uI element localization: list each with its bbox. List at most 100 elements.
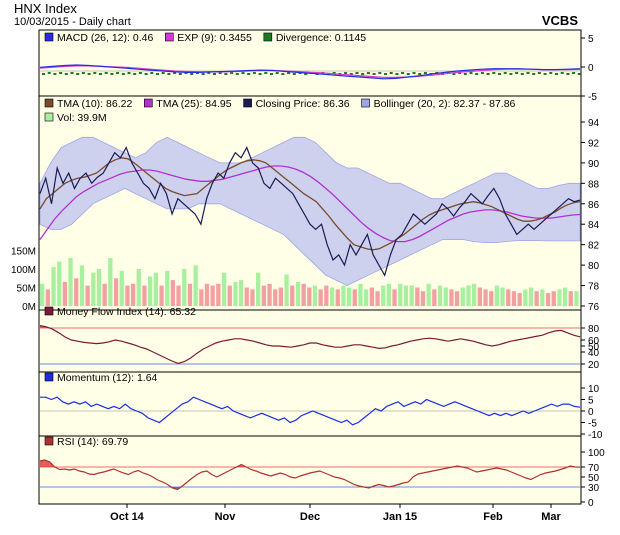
volume-tick-label: 50M — [17, 284, 36, 295]
y-tick-label: 80 — [588, 261, 600, 272]
divergence-bar — [475, 73, 479, 75]
divergence-bar — [423, 72, 427, 74]
divergence-bar — [121, 73, 125, 75]
volume-bar — [148, 276, 153, 306]
volume-bar — [40, 283, 45, 306]
volume-bar — [233, 281, 238, 306]
brand-label: VCBS — [542, 13, 578, 28]
legend-swatch — [143, 98, 153, 108]
y-tick-label: 0 — [588, 498, 594, 509]
divergence-bar — [144, 73, 148, 75]
volume-bar — [136, 269, 141, 306]
volume-bar — [108, 257, 113, 306]
y-tick-label: 30 — [588, 483, 600, 494]
divergence-bar — [64, 73, 68, 75]
volume-bar — [557, 289, 562, 306]
y-tick-label: 94 — [588, 118, 600, 129]
volume-bar — [420, 291, 426, 306]
volume-bar — [364, 289, 369, 306]
y-tick-label: 90 — [588, 159, 600, 170]
volume-bar — [540, 289, 545, 306]
divergence-bar — [378, 72, 382, 74]
divergence-bar — [503, 72, 507, 74]
volume-bar — [193, 265, 198, 306]
macd-line — [39, 64, 581, 80]
x-tick-label: Jan 15 — [383, 511, 417, 523]
divergence-bar — [190, 73, 194, 75]
divergence-bar — [401, 72, 405, 74]
y-tick-label: 50 — [588, 342, 600, 353]
volume-bar — [568, 291, 573, 306]
volume-bar — [329, 287, 335, 306]
divergence-bar — [543, 73, 547, 75]
legend-swatch — [44, 372, 54, 382]
divergence-bar — [355, 72, 359, 74]
legend-label: Closing Price: 86.36 — [256, 98, 350, 110]
volume-bar — [449, 289, 454, 306]
volume-bar — [221, 272, 227, 306]
volume-bar — [511, 291, 517, 306]
volume-bar — [278, 287, 283, 306]
legend-swatch — [44, 436, 54, 446]
legend-swatch — [44, 32, 54, 42]
divergence-bar — [93, 72, 97, 74]
legend-label: TMA (10): 86.22 — [57, 98, 132, 110]
rsi-panel — [38, 435, 582, 505]
volume-bar — [51, 267, 56, 306]
divergence-bar — [241, 72, 245, 74]
y-tick-label: 80 — [588, 324, 600, 335]
mfi-line — [39, 325, 581, 365]
divergence-bar — [127, 72, 131, 74]
divergence-bar — [287, 72, 291, 74]
divergence-bar — [264, 72, 268, 74]
legend-label: Vol: 39.9M — [57, 112, 107, 124]
volume-bar — [386, 283, 391, 306]
volume-bar — [130, 283, 136, 306]
y-tick-label: 10 — [588, 384, 600, 395]
volume-bar — [437, 285, 443, 306]
y-tick-label: 5 — [588, 396, 594, 407]
divergence-bar — [275, 72, 279, 74]
divergence-bar — [366, 72, 370, 74]
volume-bar — [204, 283, 210, 306]
divergence-bar — [344, 72, 348, 74]
divergence-bar — [560, 72, 564, 74]
legend-label: Bollinger (20, 2): 82.37 - 87.86 — [374, 98, 516, 110]
divergence-bar — [555, 73, 558, 75]
volume-bar — [307, 287, 312, 306]
volume-bar — [341, 285, 346, 306]
volume-bar — [74, 278, 79, 307]
divergence-bar — [247, 73, 251, 75]
mfi-panel — [38, 309, 582, 373]
legend-swatch — [263, 32, 273, 42]
divergence-bar — [572, 72, 576, 74]
divergence-bar — [469, 72, 473, 74]
macd-panel — [38, 29, 582, 97]
signal-line — [39, 65, 581, 78]
volume-bar — [460, 287, 465, 306]
volume-bar — [290, 285, 295, 306]
divergence-bar — [498, 73, 501, 75]
divergence-bar — [42, 73, 45, 75]
divergence-bar — [349, 73, 353, 75]
momentum-panel — [38, 371, 582, 437]
volume-bar — [295, 281, 301, 306]
volume-bar — [62, 281, 67, 306]
x-tick-label: Nov — [215, 511, 237, 523]
volume-bar — [574, 291, 579, 306]
rsi-line — [39, 459, 581, 491]
divergence-bar — [480, 72, 484, 74]
divergence-bar — [53, 73, 57, 75]
volume-bar — [119, 270, 124, 306]
volume-bar — [500, 287, 505, 306]
divergence-bar — [150, 72, 154, 74]
volume-bar — [426, 283, 431, 306]
divergence-bar — [526, 72, 530, 74]
volume-bar — [358, 283, 363, 306]
volume-bar — [79, 265, 85, 306]
divergence-bar — [230, 72, 234, 74]
volume-bar — [165, 270, 170, 306]
divergence-bar — [486, 73, 490, 75]
momentum-line — [40, 396, 581, 426]
